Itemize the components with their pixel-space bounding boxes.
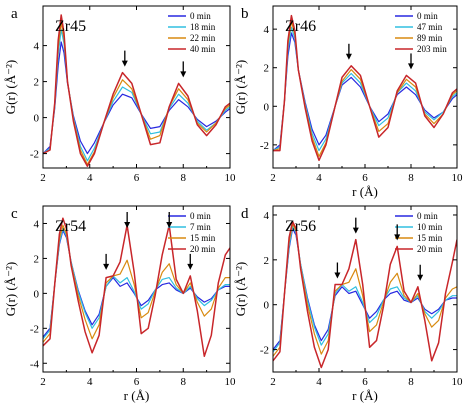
sample-name: Zr46 bbox=[285, 18, 316, 35]
y-tick-label: 4 bbox=[34, 41, 40, 53]
panel-letter: d bbox=[241, 206, 249, 222]
y-axis-title: G(r) (Å⁻²) bbox=[233, 262, 248, 316]
x-tick-label: 4 bbox=[87, 172, 93, 184]
legend-label: 15 min bbox=[190, 233, 216, 243]
legend-label: 89 min bbox=[417, 33, 443, 43]
panel-letter: a bbox=[11, 6, 18, 22]
legend-label: 15 min bbox=[417, 233, 443, 243]
y-tick-label: 0 bbox=[34, 113, 40, 125]
panel-letter: c bbox=[11, 206, 18, 222]
x-tick-label: 2 bbox=[40, 172, 46, 184]
x-tick-label: 2 bbox=[270, 376, 276, 388]
y-tick-label: -2 bbox=[30, 149, 39, 161]
y-tick-label: -2 bbox=[260, 345, 269, 357]
legend-label: 40 min bbox=[190, 44, 216, 54]
y-axis-title: G(r) (Å⁻²) bbox=[233, 60, 248, 114]
x-tick-label: 8 bbox=[181, 376, 187, 388]
x-axis-title: r (Å) bbox=[352, 184, 378, 199]
x-tick-label: 10 bbox=[452, 376, 464, 388]
legend-label: 0 min bbox=[190, 11, 211, 21]
peak-arrow bbox=[124, 212, 131, 228]
y-tick-label: 2 bbox=[34, 253, 40, 265]
series-line-0-min bbox=[273, 227, 457, 350]
x-tick-label: 6 bbox=[134, 172, 140, 184]
x-tick-label: 6 bbox=[362, 376, 368, 388]
peak-arrow bbox=[345, 43, 352, 60]
y-tick-label: -2 bbox=[260, 140, 269, 152]
y-tick-label: 0 bbox=[264, 101, 270, 113]
legend-label: 22 min bbox=[190, 33, 216, 43]
peak-arrow bbox=[187, 253, 194, 270]
series-line-7-min bbox=[43, 228, 230, 340]
y-axis-title: G(r) (Å⁻²) bbox=[3, 262, 18, 316]
y-tick-label: 0 bbox=[34, 288, 40, 300]
x-tick-label: 10 bbox=[452, 172, 464, 184]
y-tick-label: 4 bbox=[264, 24, 270, 36]
legend-label: 10 min bbox=[417, 222, 443, 232]
series-line-40-min bbox=[43, 14, 230, 167]
legend-label: 0 min bbox=[190, 211, 211, 221]
legend-label: 7 min bbox=[190, 222, 211, 232]
y-tick-label: -4 bbox=[30, 358, 40, 370]
peak-arrow bbox=[121, 50, 128, 67]
peak-arrow bbox=[334, 262, 341, 279]
y-tick-label: 2 bbox=[264, 255, 270, 267]
legend-label: 20 min bbox=[417, 244, 443, 254]
peak-arrow bbox=[408, 53, 414, 70]
x-tick-label: 2 bbox=[40, 376, 46, 388]
x-tick-label: 8 bbox=[408, 376, 414, 388]
legend-label: 20 min bbox=[190, 244, 216, 254]
y-tick-label: -2 bbox=[30, 323, 39, 335]
panel-c: 2 4 6 8 10 -4 -2 0 2 4 r (Å) G(r) (Å⁻²) c Zr54 0 min7 … bbox=[3, 205, 237, 403]
y-tick-label: 0 bbox=[264, 300, 270, 312]
series-line-0-min bbox=[43, 229, 230, 338]
x-tick-label: 10 bbox=[225, 172, 237, 184]
y-tick-label: 4 bbox=[34, 218, 40, 230]
x-tick-label: 4 bbox=[316, 172, 322, 184]
peak-arrow bbox=[166, 212, 173, 228]
legend-label: 47 min bbox=[417, 22, 443, 32]
sample-name: Zr45 bbox=[55, 18, 86, 35]
peak-arrow bbox=[394, 224, 401, 241]
legend-label: 0 min bbox=[417, 211, 438, 221]
x-tick-label: 10 bbox=[225, 376, 237, 388]
x-tick-label: 2 bbox=[270, 172, 276, 184]
x-tick-label: 8 bbox=[408, 172, 414, 184]
series-line-10-min bbox=[273, 225, 457, 353]
legend-label: 0 min bbox=[417, 11, 438, 21]
peak-arrow bbox=[103, 253, 110, 270]
sample-name: Zr56 bbox=[285, 218, 316, 235]
x-tick-label: 6 bbox=[134, 376, 140, 388]
y-tick-label: 2 bbox=[264, 63, 270, 75]
sample-name: Zr54 bbox=[55, 218, 86, 235]
series-line-20-min bbox=[43, 217, 230, 358]
series-line-203-min bbox=[273, 14, 457, 162]
peak-arrow bbox=[180, 61, 187, 78]
panel-letter: b bbox=[241, 6, 249, 22]
y-axis-title: G(r) (Å⁻²) bbox=[3, 60, 18, 114]
x-tick-label: 4 bbox=[87, 376, 93, 388]
series-line-15-min bbox=[43, 224, 230, 343]
x-tick-label: 4 bbox=[316, 376, 322, 388]
legend-label: 18 min bbox=[190, 22, 216, 32]
x-axis-title: r (Å) bbox=[352, 388, 378, 403]
y-tick-label: 4 bbox=[264, 210, 270, 222]
legend-label: 203 min bbox=[417, 44, 447, 54]
series-line-20-min bbox=[273, 220, 457, 369]
peak-arrow bbox=[417, 264, 424, 281]
x-tick-label: 6 bbox=[362, 172, 368, 184]
x-tick-label: 8 bbox=[181, 172, 187, 184]
peak-arrow bbox=[352, 217, 359, 234]
x-axis-title: r (Å) bbox=[124, 388, 150, 403]
y-tick-label: 2 bbox=[34, 77, 40, 89]
